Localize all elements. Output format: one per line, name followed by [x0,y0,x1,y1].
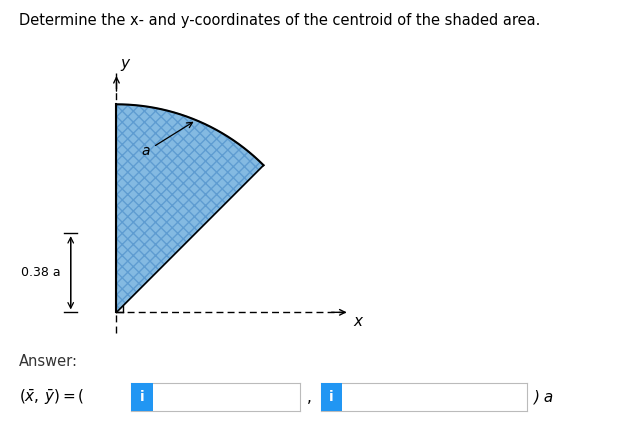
Text: i: i [140,390,144,404]
Text: i: i [329,390,334,404]
Text: ,: , [306,390,311,404]
Polygon shape [117,104,263,312]
Text: x: x [354,314,363,329]
Text: ) a: ) a [534,390,553,404]
Text: y: y [120,56,129,71]
Text: Answer:: Answer: [19,354,78,369]
Text: $(\bar{x},\, \bar{y}) = ($: $(\bar{x},\, \bar{y}) = ($ [19,388,84,407]
Text: a: a [142,122,193,158]
Text: Determine the x- and y-coordinates of the centroid of the shaded area.: Determine the x- and y-coordinates of th… [19,13,540,28]
Bar [321,383,342,411]
Text: 0.38 a: 0.38 a [21,266,61,279]
Bar [131,383,153,411]
